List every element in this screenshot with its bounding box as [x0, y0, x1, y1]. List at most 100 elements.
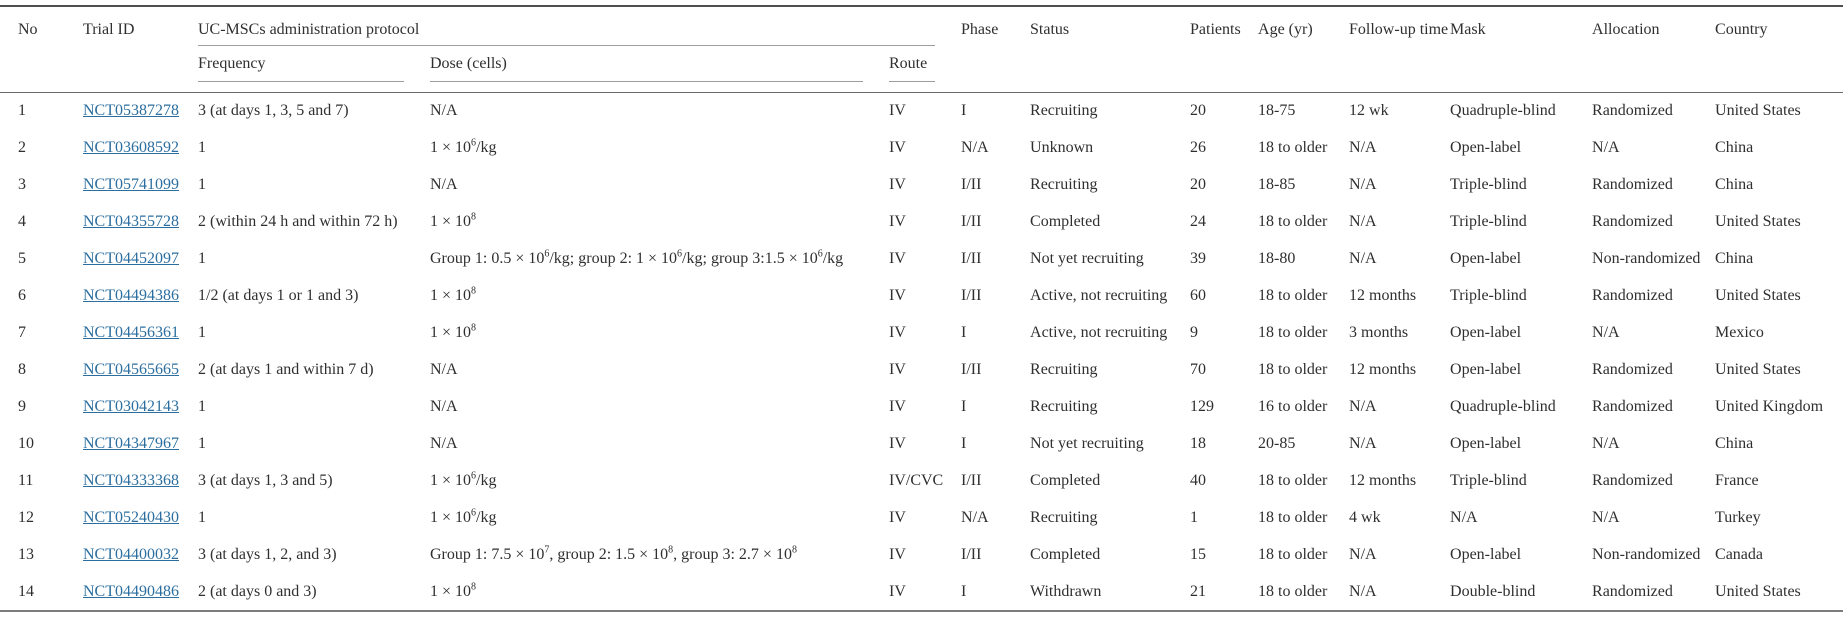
cell-follow-up: 12 months: [1349, 361, 1417, 378]
trial-row: 9 NCT03042143 1 N/A IV I Recruiting 129 16 to ol…: [0, 389, 1843, 426]
protocol-group-label: UC-MSCs administration protocol: [198, 21, 936, 46]
cell-allocation: Randomized: [1592, 361, 1673, 378]
cell-phase: N/A: [961, 139, 989, 156]
trial-row: 12 NCT05240430 1 1 × 106/kg IV N/A Recruiting 1…: [0, 500, 1843, 537]
trial-id-link[interactable]: NCT05741099: [83, 176, 179, 193]
trial-id-cell: NCT05741099: [83, 167, 198, 204]
dose-label: Dose (cells): [430, 55, 863, 82]
cell-country: France: [1715, 472, 1759, 489]
cell-no: 3: [18, 176, 26, 193]
trial-row: 5 NCT04452097 1 Group 1: 0.5 × 106/kg; grou…: [0, 241, 1843, 278]
col-header-no: No: [0, 6, 83, 93]
cell-route: IV: [889, 435, 906, 452]
header-row-main: No Trial ID UC-MSCs administration proto…: [0, 6, 1843, 93]
cell-follow-up: 12 months: [1349, 287, 1417, 304]
col-header-phase: Phase: [961, 6, 1031, 93]
cell-status: Recruiting: [1030, 509, 1098, 526]
cell-frequency: 1: [198, 324, 206, 341]
trial-id-link[interactable]: NCT04494386: [83, 287, 179, 304]
cell-status: Unknown: [1030, 139, 1094, 156]
cell-patients: 15: [1190, 546, 1207, 563]
trial-id-link[interactable]: NCT03608592: [83, 139, 179, 156]
col-header-mask: Mask: [1450, 6, 1593, 93]
cell-phase: I/II: [961, 250, 982, 267]
cell-phase: I/II: [961, 213, 982, 230]
cell-frequency: 1: [198, 139, 206, 156]
cell-country: United States: [1715, 361, 1801, 378]
trial-id-link[interactable]: NCT03042143: [83, 398, 179, 415]
cell-follow-up: N/A: [1349, 435, 1377, 452]
cell-allocation: Randomized: [1592, 472, 1673, 489]
cell-dose: N/A: [430, 102, 458, 120]
cell-dose: N/A: [430, 361, 458, 378]
cell-no: 10: [18, 435, 34, 452]
cell-country: Mexico: [1715, 324, 1764, 341]
trial-id-link[interactable]: NCT04400032: [83, 546, 179, 563]
cell-allocation: Randomized: [1592, 213, 1673, 230]
col-header-patients: Patients: [1190, 6, 1259, 93]
cell-dose: 1 × 108: [430, 211, 477, 230]
cell-follow-up: 12 wk: [1349, 102, 1389, 120]
cell-country: United States: [1715, 213, 1801, 230]
cell-age: 18 to older: [1258, 213, 1328, 230]
col-header-age: Age (yr): [1258, 6, 1350, 93]
cell-phase: I/II: [961, 546, 982, 563]
cell-phase: I/II: [961, 176, 982, 193]
cell-dose: 1 × 106/kg: [430, 470, 497, 489]
trial-id-link[interactable]: NCT04333368: [83, 472, 179, 489]
cell-phase: I/II: [961, 472, 982, 489]
trial-id-link[interactable]: NCT04456361: [83, 324, 179, 341]
cell-patients: 129: [1190, 398, 1215, 415]
cell-dose: Group 1: 0.5 × 106/kg; group 2: 1 × 106/…: [430, 248, 844, 267]
cell-country: China: [1715, 139, 1754, 156]
trial-id-link[interactable]: NCT04452097: [83, 250, 179, 267]
cell-phase: I/II: [961, 287, 982, 304]
col-header-frequency: Frequency: [198, 46, 430, 93]
trial-id-cell: NCT04400032: [83, 537, 198, 574]
cell-mask: Triple-blind: [1450, 287, 1527, 304]
cell-country: United Kingdom: [1715, 398, 1824, 415]
trial-id-link[interactable]: NCT04347967: [83, 435, 179, 452]
cell-country: United States: [1715, 287, 1801, 304]
cell-phase: I: [961, 102, 967, 120]
cell-follow-up: 3 months: [1349, 324, 1409, 341]
cell-phase: N/A: [961, 509, 989, 526]
cell-no: 8: [18, 361, 26, 378]
cell-status: Withdrawn: [1030, 573, 1191, 612]
col-header-status: Status: [1030, 6, 1191, 93]
cell-frequency: 2 (at days 1 and within 7 d): [198, 361, 374, 378]
cell-no: 11: [18, 472, 34, 489]
trial-id-link[interactable]: NCT04355728: [83, 213, 179, 230]
trial-id-link[interactable]: NCT05387278: [83, 102, 179, 120]
cell-age: 16 to older: [1258, 398, 1328, 415]
trial-id-cell: NCT04452097: [83, 241, 198, 278]
trial-id-cell: NCT04347967: [83, 426, 198, 463]
cell-dose: N/A: [430, 435, 458, 452]
cell-allocation: Randomized: [1592, 287, 1673, 304]
cell-follow-up: 4 wk: [1349, 509, 1381, 526]
cell-age: 18 to older: [1258, 546, 1328, 563]
cell-age: 18-80: [1258, 250, 1296, 267]
cell-mask: Open-label: [1450, 139, 1522, 156]
cell-country: Canada: [1715, 546, 1763, 563]
cell-allocation: Randomized: [1592, 176, 1673, 193]
trial-id-cell: NCT04490486: [83, 573, 198, 612]
trial-row: 10 NCT04347967 1 N/A IV I Not yet recruiting 18…: [0, 426, 1843, 463]
col-header-route: Route: [889, 46, 962, 93]
trial-id-cell: NCT04565665: [83, 352, 198, 389]
trial-row: 2 NCT03608592 1 1 × 106/kg IV N/A Unknown 26 18 …: [0, 130, 1843, 167]
cell-status: Recruiting: [1030, 176, 1098, 193]
trial-row: 7 NCT04456361 1 1 × 108 IV I Active, not recru…: [0, 315, 1843, 352]
cell-route: IV: [889, 573, 962, 612]
trial-id-link[interactable]: NCT04565665: [83, 361, 179, 378]
cell-patients: 20: [1190, 176, 1207, 193]
cell-route: IV: [889, 398, 906, 415]
cell-status: Recruiting: [1030, 398, 1098, 415]
trial-id-link[interactable]: NCT05240430: [83, 509, 179, 526]
cell-allocation: N/A: [1592, 509, 1620, 526]
cell-frequency: 1/2 (at days 1 or 1 and 3): [198, 287, 359, 304]
cell-age: 18-75: [1258, 102, 1296, 120]
cell-mask: Quadruple-blind: [1450, 398, 1556, 415]
trial-id-link[interactable]: NCT04490486: [83, 582, 179, 600]
cell-country: United States: [1715, 573, 1843, 612]
